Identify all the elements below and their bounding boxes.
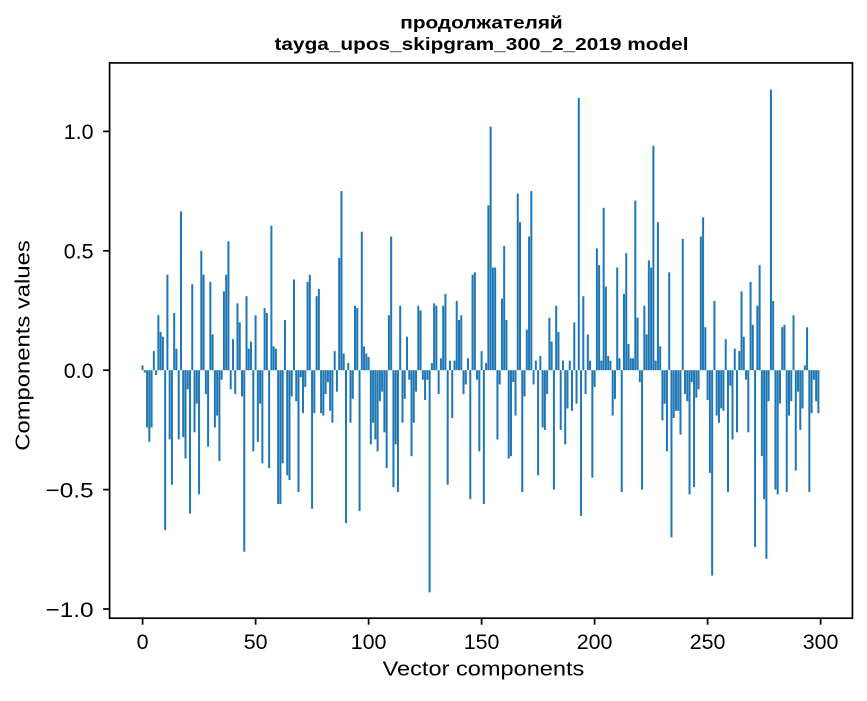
svg-text:Vector components: Vector components [383, 659, 585, 681]
svg-text:100: 100 [351, 630, 387, 654]
svg-text:300: 300 [803, 630, 839, 654]
svg-text:0.0: 0.0 [64, 359, 94, 383]
svg-text:50: 50 [244, 630, 268, 654]
svg-text:−1.0: −1.0 [46, 598, 94, 622]
svg-text:200: 200 [577, 630, 613, 654]
svg-text:150: 150 [464, 630, 500, 654]
svg-text:−0.5: −0.5 [46, 478, 94, 502]
svg-text:0: 0 [137, 630, 149, 654]
svg-text:Components values: Components values [13, 240, 35, 451]
svg-text:продолжателяй: продолжателяй [400, 13, 562, 33]
svg-text:0.5: 0.5 [64, 240, 94, 264]
svg-text:tayga_upos_skipgram_300_2_2019: tayga_upos_skipgram_300_2_2019 model [275, 34, 689, 54]
svg-text:1.0: 1.0 [64, 120, 94, 144]
svg-text:250: 250 [690, 630, 726, 654]
